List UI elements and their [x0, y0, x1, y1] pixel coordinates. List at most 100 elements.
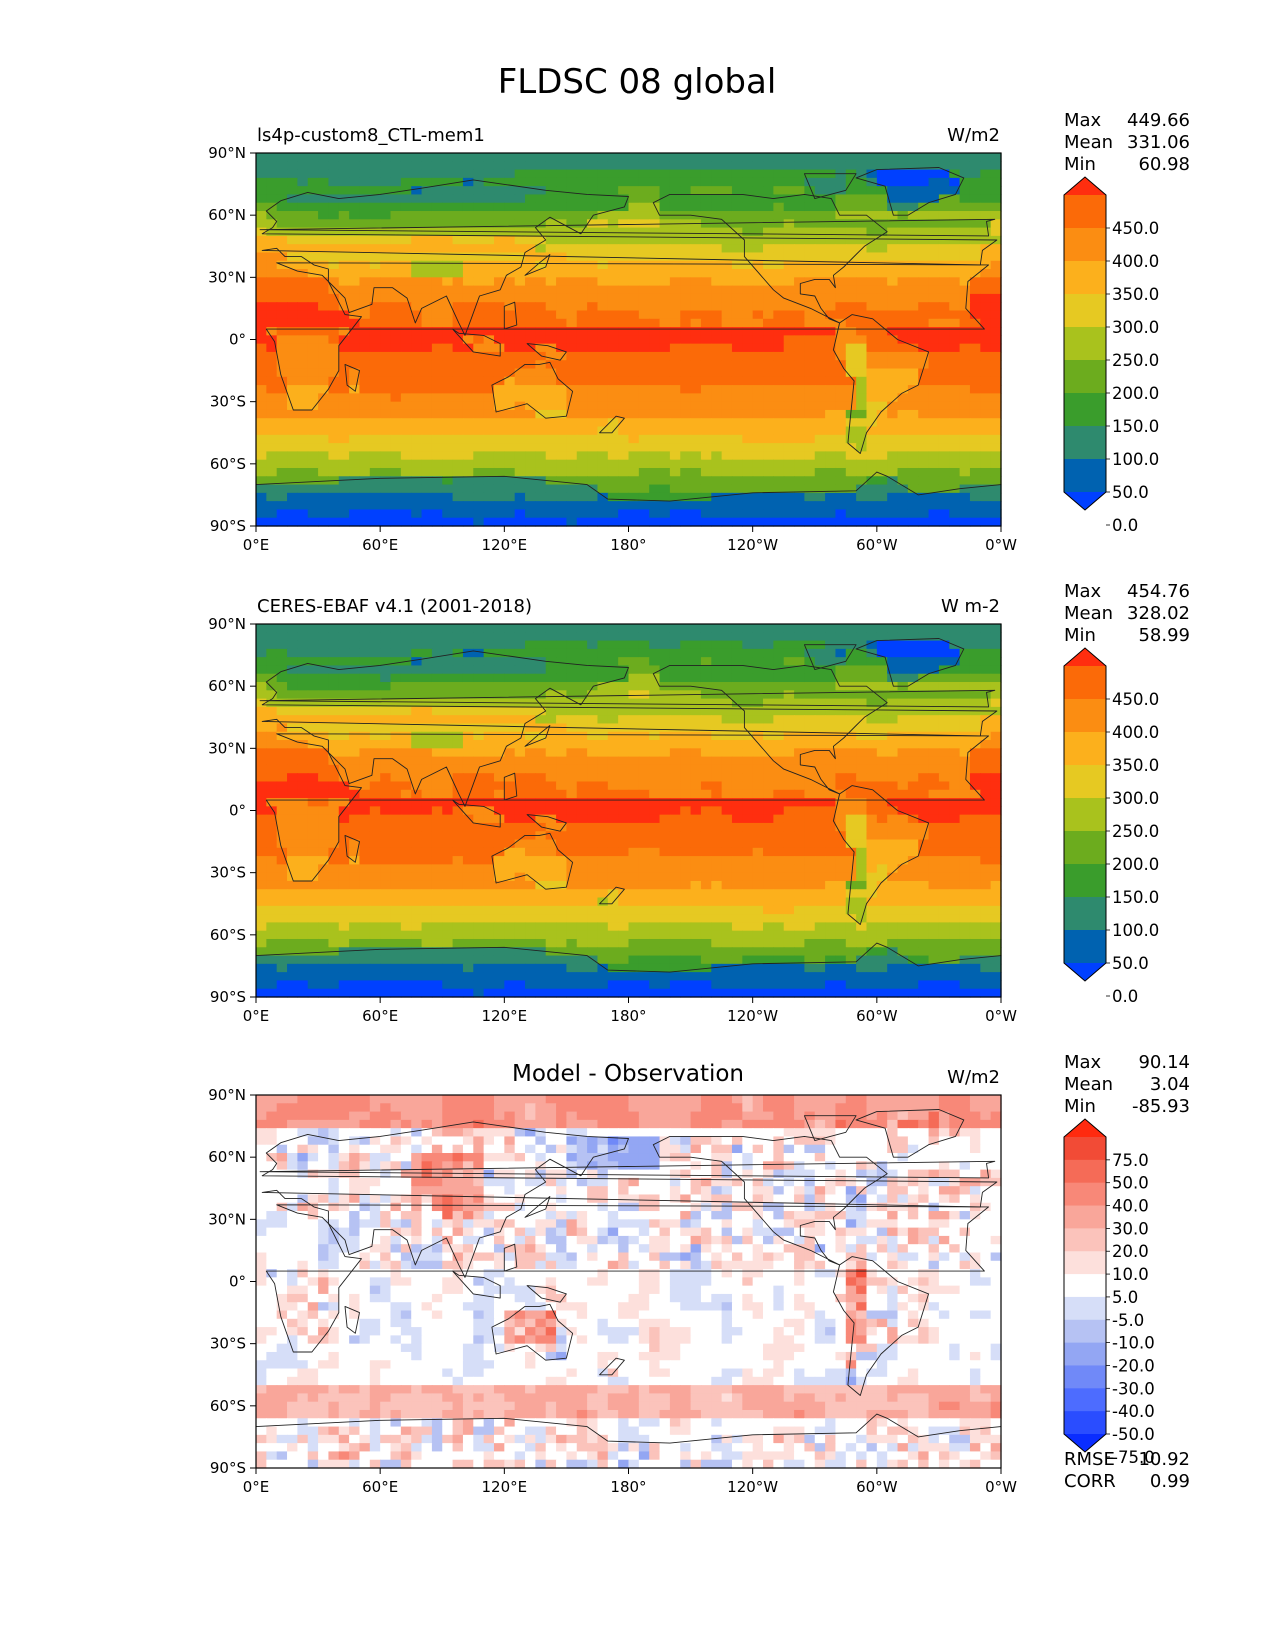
map-cell: [680, 327, 692, 336]
map-cell: [462, 293, 474, 303]
map-cell: [980, 648, 992, 658]
map-cell: [400, 731, 412, 741]
map-cell: [266, 302, 278, 312]
map-cell: [431, 409, 443, 419]
map-cell: [628, 426, 640, 436]
map-cell: [938, 764, 950, 774]
map-cell: [866, 211, 878, 220]
map-cell: [659, 764, 671, 774]
map-cell: [535, 476, 547, 486]
map-cell: [700, 640, 712, 650]
map-cell: [969, 517, 981, 527]
map-cell: [763, 640, 774, 650]
map-cell: [938, 269, 950, 278]
map-cell: [297, 764, 309, 774]
map-cell: [949, 202, 961, 212]
map-cell: [907, 401, 919, 411]
map-cell: [400, 756, 412, 766]
map-cell: [452, 277, 464, 287]
map-cell: [638, 177, 650, 187]
map-cell: [421, 169, 433, 179]
map-cell: [763, 624, 774, 633]
map-cell: [763, 648, 774, 658]
map-cell: [525, 781, 536, 791]
map-cell: [566, 690, 578, 700]
map-cell: [411, 723, 423, 733]
map-cell: [411, 673, 423, 683]
map-cell: [825, 789, 837, 799]
map-cell: [638, 665, 650, 675]
map-cell: [338, 459, 350, 469]
map-cell: [587, 756, 599, 766]
map-cell: [276, 252, 288, 262]
map-cell: [731, 343, 743, 353]
map-cell: [369, 318, 381, 328]
map-cell: [763, 715, 774, 725]
map-cell: [969, 690, 981, 700]
map-cell: [535, 269, 547, 278]
map-cell: [307, 459, 319, 469]
map-cell: [587, 335, 599, 345]
map-cell: [452, 186, 464, 196]
map-cell: [804, 409, 816, 419]
map-cell: [980, 434, 992, 444]
map-cell: [431, 640, 443, 650]
map-cell: [349, 690, 361, 700]
map-cell: [907, 335, 919, 345]
map-cell: [690, 327, 702, 336]
map-cell: [318, 211, 330, 220]
figure-title: FLDSC 08 global: [498, 62, 777, 102]
map-cell: [845, 343, 857, 353]
map-cell: [307, 451, 319, 461]
map-cell: [328, 252, 340, 262]
map-cell: [421, 385, 433, 394]
map-cell: [421, 690, 433, 700]
map-cell: [690, 781, 702, 791]
map-cell: [297, 186, 309, 196]
map-cell: [938, 310, 950, 320]
map-cell: [887, 401, 899, 411]
map-cell: [566, 773, 578, 783]
map-cell: [483, 418, 495, 428]
map-cell: [773, 682, 785, 691]
map-cell: [421, 459, 433, 469]
colorbar-label: 350.0: [1112, 285, 1159, 304]
map-cell: [369, 673, 381, 683]
map-cell: [266, 194, 278, 204]
map-cell: [794, 690, 806, 700]
map-cell: [887, 698, 899, 708]
map-cell: [390, 409, 402, 419]
map-cell: [628, 169, 640, 179]
map-cell: [618, 260, 630, 270]
map-cell: [545, 302, 557, 312]
map-cell: [649, 698, 661, 708]
map-cell: [328, 806, 340, 816]
map-cell: [359, 219, 371, 229]
map-cell: [525, 723, 536, 733]
map-cell: [711, 153, 723, 162]
map-cell: [969, 302, 981, 312]
map-cell: [390, 227, 402, 237]
map-cell: [887, 418, 899, 428]
map-cell: [649, 731, 661, 741]
map-cell: [773, 360, 785, 370]
map-cell: [731, 673, 743, 683]
map-cell: [266, 467, 278, 477]
map-cell: [390, 640, 402, 650]
map-cell: [638, 789, 650, 799]
map-cell: [421, 293, 433, 303]
map-cell: [980, 509, 992, 519]
map-cell: [887, 781, 899, 791]
map-cell: [607, 310, 619, 320]
map-cell: [359, 764, 371, 774]
map-cell: [938, 665, 950, 675]
map-cell: [711, 327, 723, 336]
map-cell: [359, 443, 371, 452]
map-cell: [607, 409, 619, 419]
map-cell: [990, 227, 1002, 237]
map-cell: [266, 260, 278, 270]
map-cell: [897, 723, 909, 733]
map-cell: [483, 161, 495, 171]
map-cell: [462, 501, 474, 511]
map-cell: [328, 698, 340, 708]
